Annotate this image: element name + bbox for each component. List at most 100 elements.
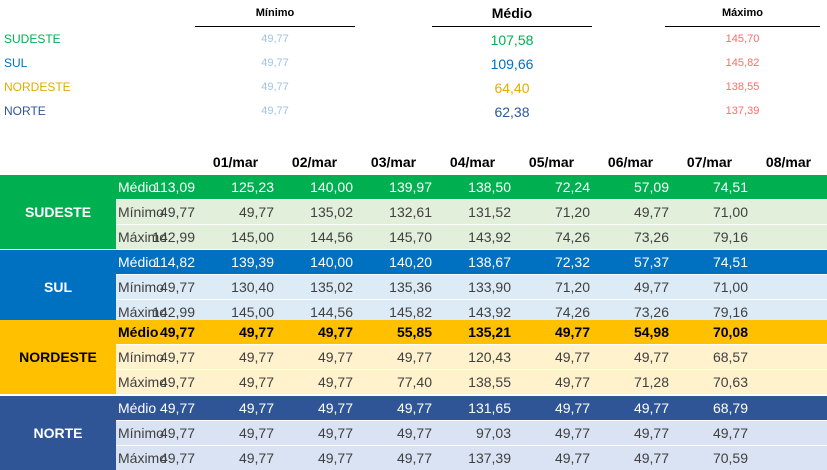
region-block-sudeste: SUDESTE Médio 113,09 125,23 140,00 139,9… [0, 175, 827, 249]
value-cell: 49,77 [317, 400, 353, 416]
summary-max-value: 145,70 [725, 33, 760, 45]
value-cell: 54,98 [633, 324, 669, 340]
value-cell: 125,23 [231, 179, 274, 195]
summary-min-value: 49,77 [261, 81, 289, 93]
summary-region-name: SUDESTE [4, 32, 61, 46]
value-cell: 49,77 [159, 400, 195, 416]
value-cell: 49,77 [633, 450, 669, 466]
value-cell: 73,26 [633, 304, 669, 320]
value-cell: 49,77 [238, 204, 274, 220]
metric-name: Médio [118, 400, 157, 416]
value-cell: 74,51 [712, 179, 748, 195]
date-header: 08/mar [765, 154, 812, 170]
metric-name: Máximo [118, 229, 168, 245]
value-cell: 49,77 [238, 349, 274, 365]
value-cell: 138,67 [468, 254, 511, 270]
value-cell: 49,77 [396, 425, 432, 441]
date-header: 05/mar [528, 154, 575, 170]
value-cell: 131,52 [468, 204, 511, 220]
value-cell: 114,82 [153, 254, 195, 270]
value-cell: 142,99 [152, 229, 195, 245]
metric-name: Mínimo [118, 279, 164, 295]
region-label: SUDESTE [0, 175, 116, 249]
date-header: 04/mar [449, 154, 496, 170]
date-header: 03/mar [370, 154, 417, 170]
value-cell: 49,77 [633, 349, 669, 365]
value-cell: 68,57 [712, 349, 748, 365]
region-block-sul: SUL Médio 114,82 139,39 140,00 140,20 13… [0, 250, 827, 324]
value-cell: 49,77 [633, 400, 669, 416]
value-cell: 49,77 [238, 400, 274, 416]
value-cell: 57,37 [633, 254, 669, 270]
summary-med-value: 109,66 [490, 56, 534, 72]
value-cell: 49,77 [554, 374, 590, 390]
value-cell: 49,77 [159, 279, 195, 295]
region-label: NORTE [0, 396, 116, 470]
value-cell: 49,77 [159, 324, 195, 340]
metric-row-maximo: Máximo 142,99 145,00 144,56 145,70 143,9… [116, 225, 827, 249]
summary-header-max: Máximo [665, 0, 820, 27]
summary-min-value: 49,77 [261, 57, 289, 69]
value-cell: 49,77 [396, 349, 432, 365]
summary-row-norte: NORTE 49,77 62,38 137,39 [0, 99, 827, 123]
value-cell: 49,77 [633, 204, 669, 220]
summary-block: Mínimo Médio Máximo SUDESTE 49,77 107,58… [0, 0, 827, 130]
value-cell: 49,77 [396, 400, 432, 416]
date-header: 02/mar [291, 154, 338, 170]
value-cell: 135,36 [389, 279, 432, 295]
value-cell: 49,77 [159, 374, 195, 390]
value-cell: 57,09 [633, 179, 669, 195]
value-cell: 140,00 [310, 254, 353, 270]
summary-med-value: 62,38 [494, 104, 530, 120]
metric-row-medio: Médio 49,77 49,77 49,77 49,77 131,65 49,… [116, 396, 827, 420]
metric-row-minimo: Mínimo 49,77 49,77 49,77 49,77 120,43 49… [116, 345, 827, 369]
summary-row-sudeste: SUDESTE 49,77 107,58 145,70 [0, 27, 827, 51]
value-cell: 49,77 [712, 425, 748, 441]
summary-row-sul: SUL 49,77 109,66 145,82 [0, 51, 827, 75]
metric-row-minimo: Mínimo 49,77 130,40 135,02 135,36 133,90… [116, 275, 827, 299]
value-cell: 135,02 [310, 279, 353, 295]
region-label: NORDESTE [0, 320, 116, 394]
value-cell: 74,51 [712, 254, 748, 270]
summary-header-min: Mínimo [195, 0, 355, 27]
value-cell: 138,55 [468, 374, 511, 390]
summary-header-med: Médio [432, 0, 592, 27]
metric-name: Médio [118, 254, 157, 270]
value-cell: 113,09 [153, 179, 195, 195]
metric-row-medio: Médio 49,77 49,77 49,77 55,85 135,21 49,… [116, 320, 827, 344]
summary-max-value: 145,82 [725, 57, 760, 69]
value-cell: 71,28 [633, 374, 669, 390]
value-cell: 77,40 [396, 374, 432, 390]
value-cell: 49,77 [554, 324, 590, 340]
value-cell: 49,77 [159, 425, 195, 441]
value-cell: 49,77 [159, 450, 195, 466]
date-header-row: 01/mar 02/mar 03/mar 04/mar 05/mar 06/ma… [0, 150, 827, 174]
metric-name: Máximo [118, 374, 168, 390]
value-cell: 49,77 [317, 324, 353, 340]
summary-max-value: 137,39 [725, 105, 760, 117]
value-cell: 142,99 [152, 304, 195, 320]
summary-med-value: 64,40 [494, 80, 530, 96]
value-cell: 49,77 [238, 425, 274, 441]
value-cell: 145,70 [389, 229, 432, 245]
value-cell: 145,00 [231, 304, 274, 320]
metric-name: Mínimo [118, 349, 164, 365]
value-cell: 145,00 [231, 229, 274, 245]
value-cell: 130,40 [231, 279, 274, 295]
value-cell: 140,00 [310, 179, 353, 195]
value-cell: 70,63 [712, 374, 748, 390]
value-cell: 138,50 [468, 179, 511, 195]
value-cell: 144,56 [310, 304, 353, 320]
value-cell: 70,08 [712, 324, 748, 340]
value-cell: 72,32 [554, 254, 590, 270]
region-block-nordeste: NORDESTE Médio 49,77 49,77 49,77 55,85 1… [0, 320, 827, 394]
value-cell: 49,77 [238, 374, 274, 390]
summary-min-value: 49,77 [261, 33, 289, 45]
value-cell: 139,97 [389, 179, 432, 195]
value-cell: 49,77 [159, 349, 195, 365]
value-cell: 49,77 [238, 450, 274, 466]
value-cell: 79,16 [712, 304, 748, 320]
value-cell: 49,77 [317, 349, 353, 365]
value-cell: 49,77 [554, 450, 590, 466]
value-cell: 71,20 [554, 204, 590, 220]
